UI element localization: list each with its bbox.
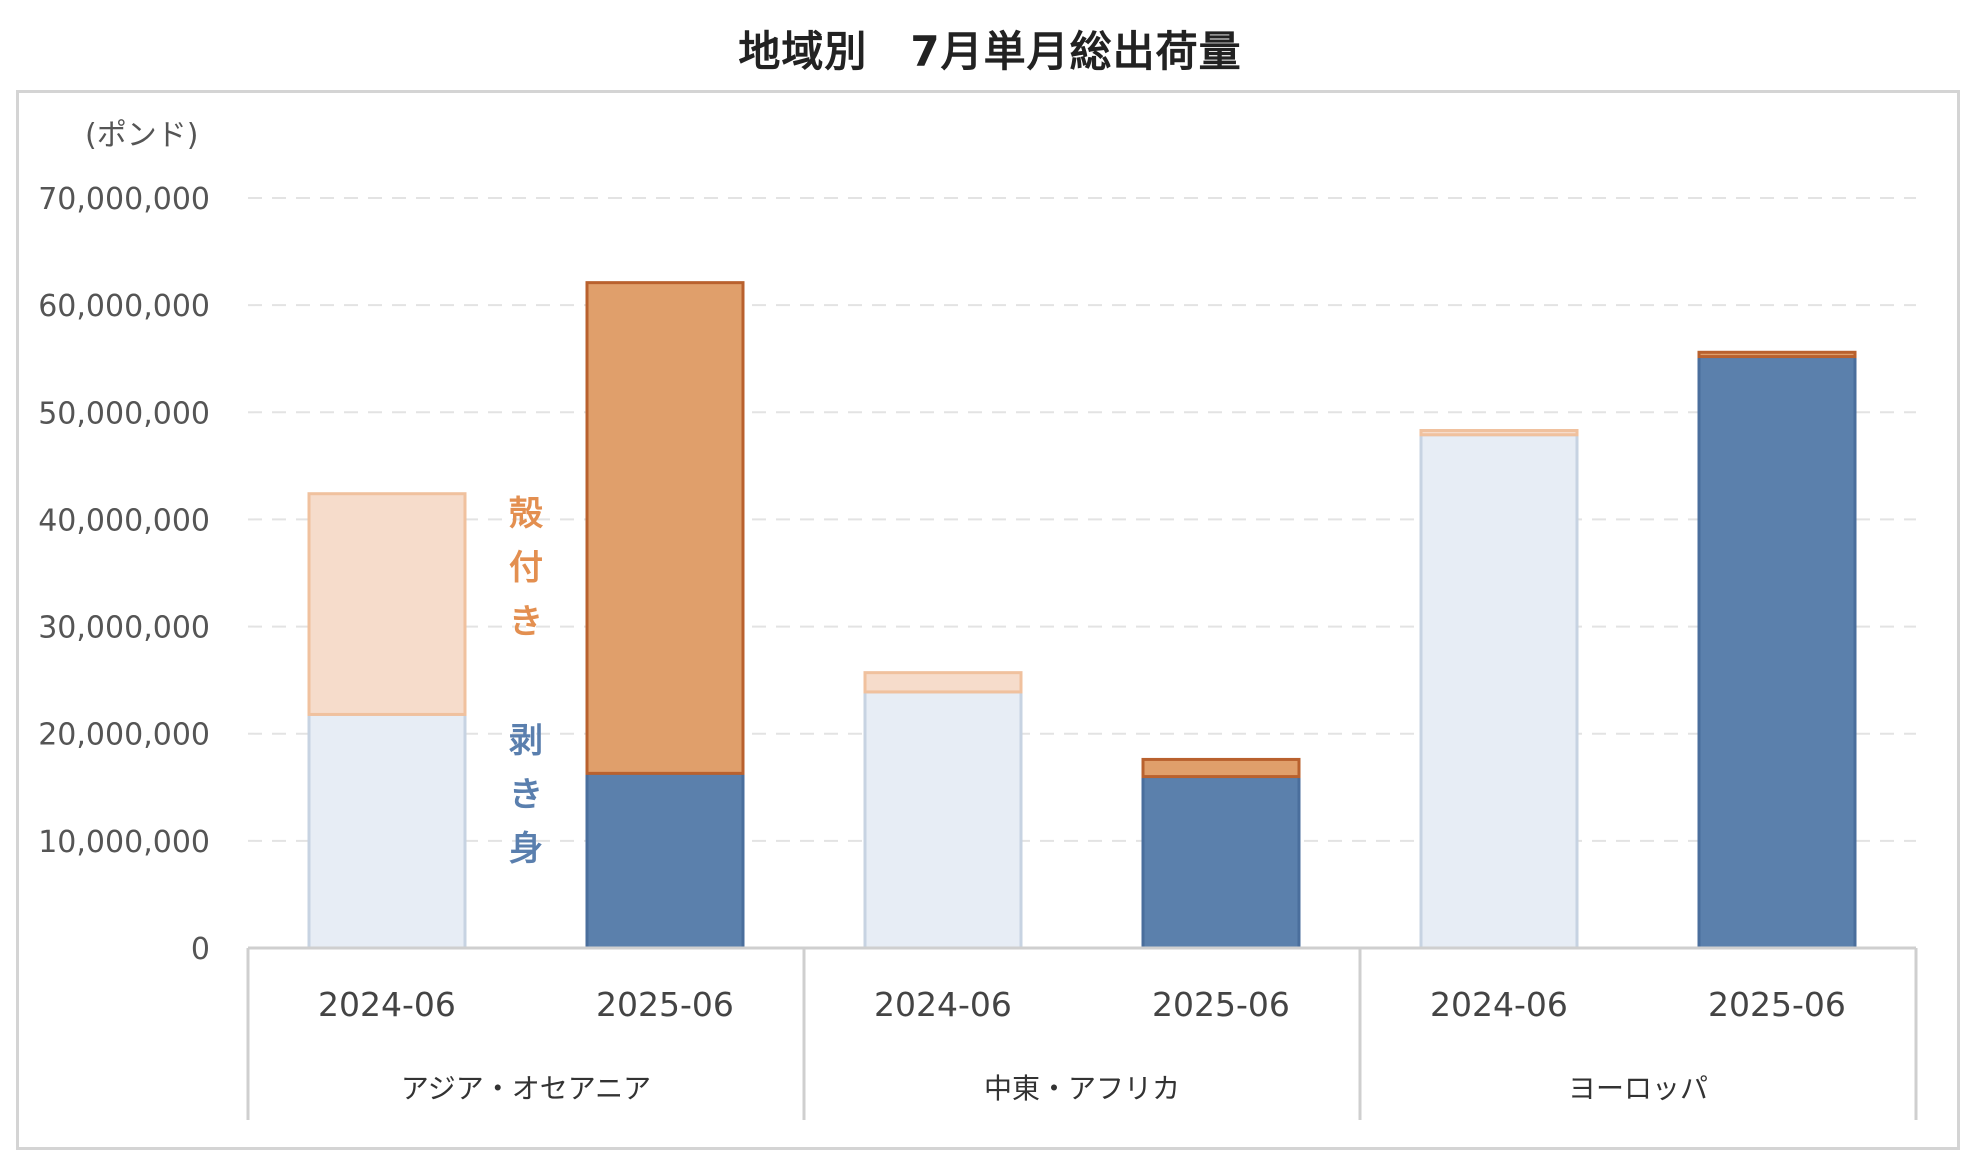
y-tick-label: 50,000,000 — [38, 396, 210, 431]
chart-title: 地域別 7月単月総出荷量 — [738, 27, 1242, 76]
y-unit-label: (ポンド) — [85, 118, 198, 153]
series-label-shell-char: 殻 — [509, 494, 544, 534]
bars — [307, 281, 1857, 950]
y-axis: 0 10,000,000 20,000,000 30,000,000 40,000,00… — [38, 182, 210, 967]
series-label-shell-char: き — [509, 602, 543, 642]
y-tick-label: 10,000,000 — [38, 825, 210, 860]
bar-shucked — [1141, 775, 1301, 950]
bar-shell — [1419, 429, 1579, 437]
x-tick-label: 2025-06 — [1152, 985, 1290, 1024]
x-tick-label: 2025-06 — [1708, 985, 1846, 1024]
y-tick-label: 60,000,000 — [38, 289, 210, 324]
x-axis: 2024-06 2025-06 アジア・オセアニア 2024-06 2025-06 中東・… — [246, 946, 1918, 1120]
gridlines — [248, 197, 1916, 842]
bar-shell — [307, 492, 467, 716]
x-tick-label: 2024-06 — [318, 985, 456, 1024]
bar-shell — [1697, 350, 1857, 359]
series-label-shucked-char: 身 — [509, 829, 543, 869]
y-tick-label: 30,000,000 — [38, 611, 210, 646]
group-label: 中東・アフリカ — [984, 1072, 1180, 1105]
bar-shell — [863, 671, 1023, 694]
group-label: ヨーロッパ — [1568, 1072, 1708, 1105]
bar-shucked — [1697, 355, 1857, 950]
x-tick-label: 2024-06 — [1430, 985, 1568, 1024]
bar-shell — [585, 281, 745, 775]
y-tick-label: 40,000,000 — [38, 503, 210, 538]
chart-frame — [16, 90, 1960, 1150]
series-label-shucked-char: き — [509, 775, 543, 815]
series-label-shucked-char: 剥 — [509, 721, 543, 761]
y-tick-label: 20,000,000 — [38, 718, 210, 753]
group-label: アジア・オセアニア — [401, 1072, 651, 1105]
bar-shucked — [307, 712, 467, 950]
bar-shell — [1141, 757, 1301, 779]
x-tick-label: 2025-06 — [596, 985, 734, 1024]
bar-shucked — [863, 690, 1023, 950]
y-tick-label: 0 — [191, 932, 210, 967]
series-label-shell-char: 付 — [509, 548, 543, 588]
x-tick-label: 2024-06 — [874, 985, 1012, 1024]
bar-shucked — [1419, 433, 1579, 950]
bar-shucked — [585, 771, 745, 950]
y-tick-label: 70,000,000 — [38, 182, 210, 217]
